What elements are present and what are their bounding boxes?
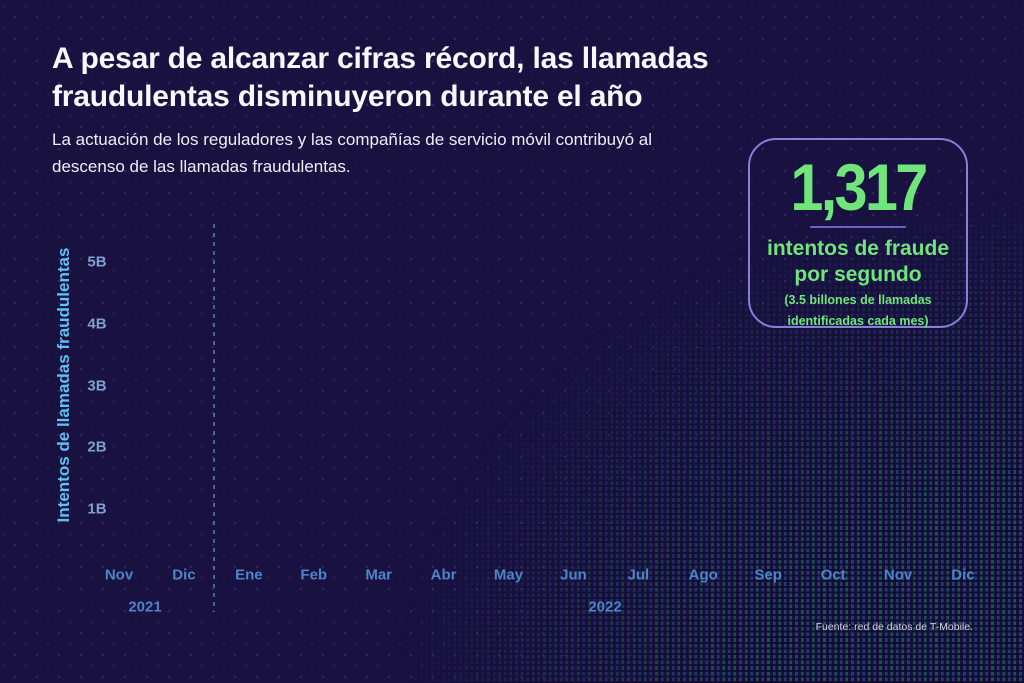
x-tick-6-may: May [493, 566, 524, 584]
x-tick-13-dic: Dic [951, 566, 975, 584]
y-axis-title: Intentos de llamadas fraudulentas [54, 247, 73, 523]
year-label-2022: 2022 [588, 598, 622, 616]
x-tick-9-ago: Ago [688, 566, 718, 584]
year-label-2021: 2021 [128, 598, 162, 616]
y-tick-4B: 4B [87, 315, 107, 333]
page-subtitle: La actuación de los reguladores y las co… [52, 130, 653, 176]
y-tick-2B: 2B [87, 438, 107, 456]
page-title: A pesar de alcanzar cifras récord, las l… [52, 42, 709, 113]
source-note: Fuente: red de datos de T-Mobile. [815, 621, 973, 633]
fraud-stat-card: 1,317 intentos de fraude por segundo (3.… [748, 138, 968, 328]
header: A pesar de alcanzar cifras récord, las l… [52, 40, 792, 180]
year-divider-dashed-line [213, 224, 215, 612]
x-tick-4-mar: Mar [365, 566, 393, 584]
x-tick-12-nov: Nov [883, 566, 913, 584]
x-tick-1-dic: Dic [172, 566, 196, 584]
x-tick-7-jun: Jun [560, 566, 587, 584]
y-tick-1B: 1B [87, 500, 107, 518]
y-tick-5B: 5B [87, 253, 107, 271]
x-tick-3-feb: Feb [300, 566, 328, 584]
x-tick-8-jul: Jul [627, 566, 650, 584]
y-tick-3B: 3B [87, 377, 107, 394]
x-tick-5-abr: Abr [430, 566, 457, 584]
x-tick-2-ene: Ene [235, 566, 263, 584]
stat-value: 1,317 [790, 150, 928, 224]
x-tick-0-nov: Nov [104, 566, 134, 584]
x-tick-10-sep: Sep [754, 566, 782, 584]
stat-detail: (3.5 billones de llamadas identificadas … [784, 293, 932, 328]
stat-label: intentos de fraude por segundo [766, 237, 950, 286]
x-tick-11-oct: Oct [820, 566, 846, 584]
stat-divider [810, 226, 906, 228]
